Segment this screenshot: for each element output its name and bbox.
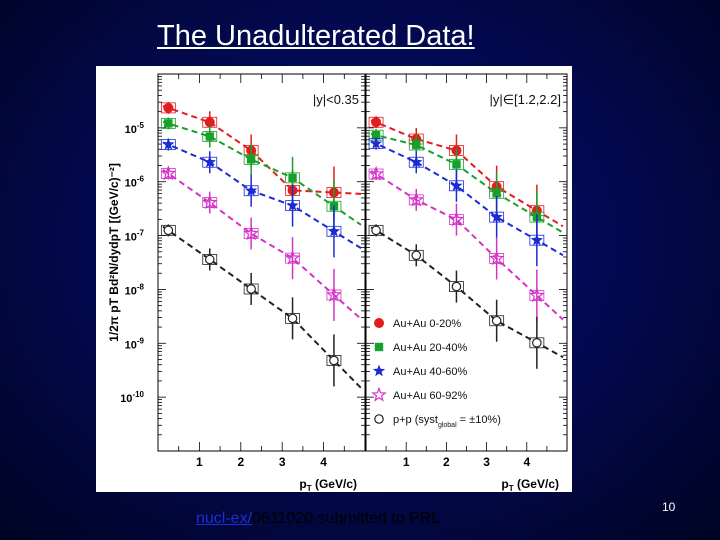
point-au20_40 [412, 140, 421, 150]
point-au20_40 [164, 119, 173, 128]
y-axis-label: 1/2π pT Bd²N/dydpT [(GeV/c)⁻²] [107, 163, 121, 342]
syst-box [449, 158, 464, 170]
point-au60_92 [243, 225, 259, 241]
point-au40_60 [410, 155, 423, 168]
legend-marker [374, 318, 384, 328]
page-number: 10 [662, 500, 676, 514]
point-au20_40 [371, 131, 381, 140]
point-au40_60 [530, 233, 543, 246]
point-pp [287, 313, 298, 324]
syst-box [202, 131, 218, 142]
legend-marker [371, 386, 387, 402]
legend-label: Au+Au 40-60% [393, 366, 468, 378]
point-pp [491, 315, 502, 326]
point-au0_20 [204, 117, 215, 128]
rapidity-label: |y|∈[1.2,2.2] [489, 92, 561, 107]
x-tick-label: 1 [196, 455, 203, 469]
y-tick-label: 10-5 [125, 121, 145, 136]
point-pp [246, 284, 256, 294]
data-points [160, 101, 545, 387]
x-tick-label: 2 [237, 455, 244, 469]
point-au20_40 [246, 155, 256, 164]
point-au40_60 [286, 199, 299, 211]
point-au60_92 [284, 249, 301, 265]
legend-label: Au+Au 60-92% [393, 390, 468, 402]
point-pp [204, 254, 215, 265]
x-tick-label: 3 [483, 455, 490, 469]
point-pp [451, 281, 462, 292]
footer-text: 0611020 submitted to PRL [252, 510, 441, 527]
x-axis-label: pT (GeV/c) [501, 477, 559, 492]
arxiv-link[interactable]: nucl-ex/ [196, 510, 253, 527]
syst-box [285, 172, 300, 184]
point-au40_60 [203, 155, 216, 168]
y-tick-label: 10-10 [120, 390, 144, 405]
point-au60_92 [408, 191, 425, 207]
legend: Au+Au 0-20% Au+Au 20-40% Au+Au 40-60% Au+Au… [371, 318, 501, 429]
legend-label: Au+Au 0-20% [393, 318, 461, 330]
plot-panel: 10-5 10-6 10-7 10-8 10-9 10-10 1 2 3 4 pT (GeV/c) |… [96, 66, 572, 493]
legend-marker [374, 342, 384, 352]
fit-curve-au0_20 [162, 105, 362, 195]
x-tick-label: 3 [279, 455, 286, 469]
point-au20_40 [492, 189, 501, 198]
point-au40_60 [162, 138, 175, 150]
point-au0_20 [371, 117, 382, 128]
syst-box [408, 249, 424, 261]
x-tick-label: 2 [443, 455, 450, 469]
syst-box [285, 312, 300, 324]
syst-box [326, 355, 342, 366]
point-pp [371, 225, 381, 236]
y-tick-label: 10-9 [125, 336, 145, 351]
x-axis-label: pT (GeV/c) [299, 477, 357, 492]
slide-title: The Unadulterated Data! [157, 20, 475, 52]
point-pp [532, 338, 542, 348]
x-tick-label: 4 [523, 455, 530, 469]
rapidity-label: |y|<0.35 [313, 92, 359, 107]
y-tick-label: 10-6 [125, 175, 145, 190]
point-pp [411, 250, 422, 261]
x-tick-label: 4 [320, 455, 327, 469]
axis-ticks [158, 74, 567, 452]
y-tick-label: 10-8 [125, 282, 145, 297]
point-au40_60 [369, 137, 383, 149]
point-au60_92 [201, 194, 218, 210]
legend-label: p+p (systglobal = ±10%) [393, 414, 501, 429]
point-au60_92 [368, 165, 384, 181]
point-au40_60 [450, 179, 463, 192]
point-au0_20 [163, 102, 174, 113]
point-au60_92 [326, 286, 342, 302]
syst-box [489, 315, 505, 327]
legend-marker [372, 364, 386, 377]
syst-box [449, 281, 464, 292]
syst-box [243, 283, 259, 295]
legend-marker [374, 414, 384, 424]
y-tick-label: 10-7 [125, 229, 145, 244]
point-au20_40 [452, 160, 461, 169]
syst-box [529, 337, 545, 349]
point-au40_60 [490, 210, 503, 223]
point-au60_92 [160, 165, 177, 181]
point-au20_40 [288, 173, 297, 183]
axis-labels: 10-5 10-6 10-7 10-8 10-9 10-10 1 2 3 4 pT (GeV/c) |… [107, 92, 561, 493]
point-au40_60 [245, 184, 258, 196]
legend-label: Au+Au 20-40% [393, 342, 468, 354]
footer-citation: nucl-ex/0611020 submitted to PRL [196, 510, 440, 528]
point-au60_92 [529, 287, 545, 303]
point-au60_92 [448, 211, 465, 227]
point-pp [163, 225, 174, 236]
point-au60_92 [488, 250, 505, 266]
point-au40_60 [327, 224, 341, 237]
spectra-chart: 10-5 10-6 10-7 10-8 10-9 10-10 1 2 3 4 pT (GeV/c) |… [107, 73, 568, 493]
syst-box [368, 224, 384, 236]
x-tick-label: 1 [403, 455, 410, 469]
point-au20_40 [205, 132, 214, 141]
syst-box [160, 224, 176, 236]
panel-frame [157, 73, 366, 452]
syst-box [408, 139, 424, 151]
syst-box [243, 153, 259, 165]
syst-box [202, 254, 218, 265]
syst-box [160, 117, 176, 129]
point-pp [329, 355, 339, 366]
